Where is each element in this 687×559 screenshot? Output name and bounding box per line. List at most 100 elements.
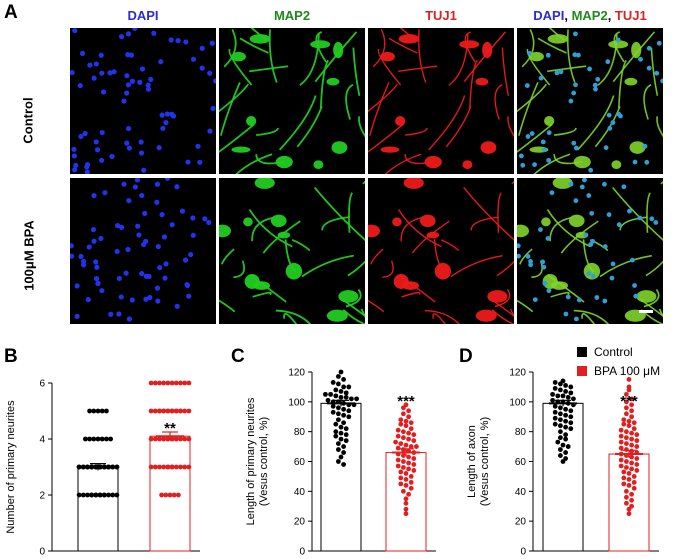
y-tick-label: 0 <box>299 547 305 558</box>
data-point <box>325 397 331 403</box>
data-point <box>178 436 183 442</box>
data-point <box>618 433 624 439</box>
data-point <box>629 414 634 420</box>
data-point <box>336 411 341 417</box>
data-point <box>629 402 634 408</box>
data-point <box>403 423 409 429</box>
data-point <box>406 454 411 460</box>
data-point <box>178 464 183 470</box>
data-point <box>624 399 629 405</box>
data-point <box>336 447 341 452</box>
data-point <box>621 469 627 475</box>
data-point <box>76 464 82 470</box>
data-point <box>401 459 406 464</box>
data-point <box>406 414 411 420</box>
data-point <box>552 386 558 391</box>
column-title-part: DAPI <box>533 8 565 23</box>
bar-bpa <box>608 453 650 552</box>
data-point <box>398 475 404 481</box>
significance-marker: *** <box>620 393 638 410</box>
data-point <box>91 408 97 414</box>
data-point <box>626 511 632 517</box>
data-point <box>565 394 571 400</box>
data-point <box>629 408 634 414</box>
column-title-part: DAPI <box>127 8 159 23</box>
data-point <box>99 408 105 414</box>
data-point <box>563 412 568 418</box>
data-point <box>152 408 158 414</box>
data-point <box>624 429 629 435</box>
data-point <box>95 436 101 442</box>
column-title-part: TUJ1 <box>614 8 647 23</box>
column-title-3: TUJ1 <box>368 8 514 23</box>
data-point <box>336 417 341 423</box>
data-point <box>93 492 99 498</box>
data-point <box>558 417 563 423</box>
data-point <box>108 436 113 442</box>
data-point <box>406 408 411 414</box>
chart-d: 0 20 40 60 80 100 120 Length of axon(Vesus cont… <box>466 368 659 558</box>
data-point <box>341 377 346 382</box>
micrograph-bpa-merge <box>517 178 663 324</box>
data-point <box>182 408 188 414</box>
data-point <box>395 463 401 469</box>
data-point <box>165 380 171 386</box>
data-point <box>568 420 574 426</box>
data-point <box>403 482 409 488</box>
data-point <box>624 447 629 452</box>
data-point <box>333 393 339 399</box>
data-point <box>403 442 409 448</box>
data-point <box>411 438 417 444</box>
data-point <box>330 403 336 409</box>
data-point <box>341 462 346 467</box>
data-point <box>398 469 404 475</box>
data-point <box>148 380 154 386</box>
data-point <box>186 380 192 386</box>
data-point <box>408 474 414 479</box>
micrograph-bpa-tuj1 <box>368 178 514 324</box>
data-point <box>157 436 162 442</box>
data-point <box>629 460 634 466</box>
column-title-part: MAP2 <box>273 8 311 23</box>
data-point <box>401 453 406 458</box>
y-tick-label: 0 <box>520 547 526 558</box>
data-point <box>403 506 409 512</box>
data-point <box>552 415 558 421</box>
data-point <box>618 445 624 451</box>
data-point <box>157 380 162 386</box>
data-point <box>165 464 171 470</box>
legend: Control BPA 100 μM <box>577 345 660 378</box>
legend-item-bpa: BPA 100 μM <box>577 364 660 378</box>
data-point <box>159 492 165 498</box>
data-point <box>403 511 409 517</box>
data-point <box>343 426 349 432</box>
y-axis-label: Length of axon(Vesus control, %) <box>466 417 491 506</box>
micrograph-control-map2 <box>219 28 365 174</box>
data-point <box>411 456 417 461</box>
micrograph-bpa-dapi <box>70 178 216 324</box>
y-tick-label: 80 <box>294 427 306 438</box>
data-point <box>411 462 417 467</box>
data-point <box>624 488 629 494</box>
data-point <box>408 485 414 491</box>
data-point <box>406 466 411 472</box>
data-point <box>346 408 352 414</box>
data-point <box>106 492 111 498</box>
data-point <box>563 436 568 442</box>
data-point <box>328 391 333 397</box>
data-point <box>626 477 632 482</box>
data-point <box>169 464 175 470</box>
data-point <box>161 380 167 386</box>
column-title-1: DAPI <box>70 8 216 23</box>
data-point <box>336 405 341 411</box>
data-point <box>408 426 414 432</box>
data-point <box>552 421 558 427</box>
data-point <box>634 468 640 473</box>
significance-marker: ** <box>164 420 176 437</box>
y-tick-label: 20 <box>515 517 527 528</box>
data-point <box>178 408 183 414</box>
data-point <box>323 391 328 397</box>
legend-label-bpa: BPA 100 μM <box>594 364 661 378</box>
data-point <box>621 475 627 481</box>
data-point <box>626 423 632 429</box>
